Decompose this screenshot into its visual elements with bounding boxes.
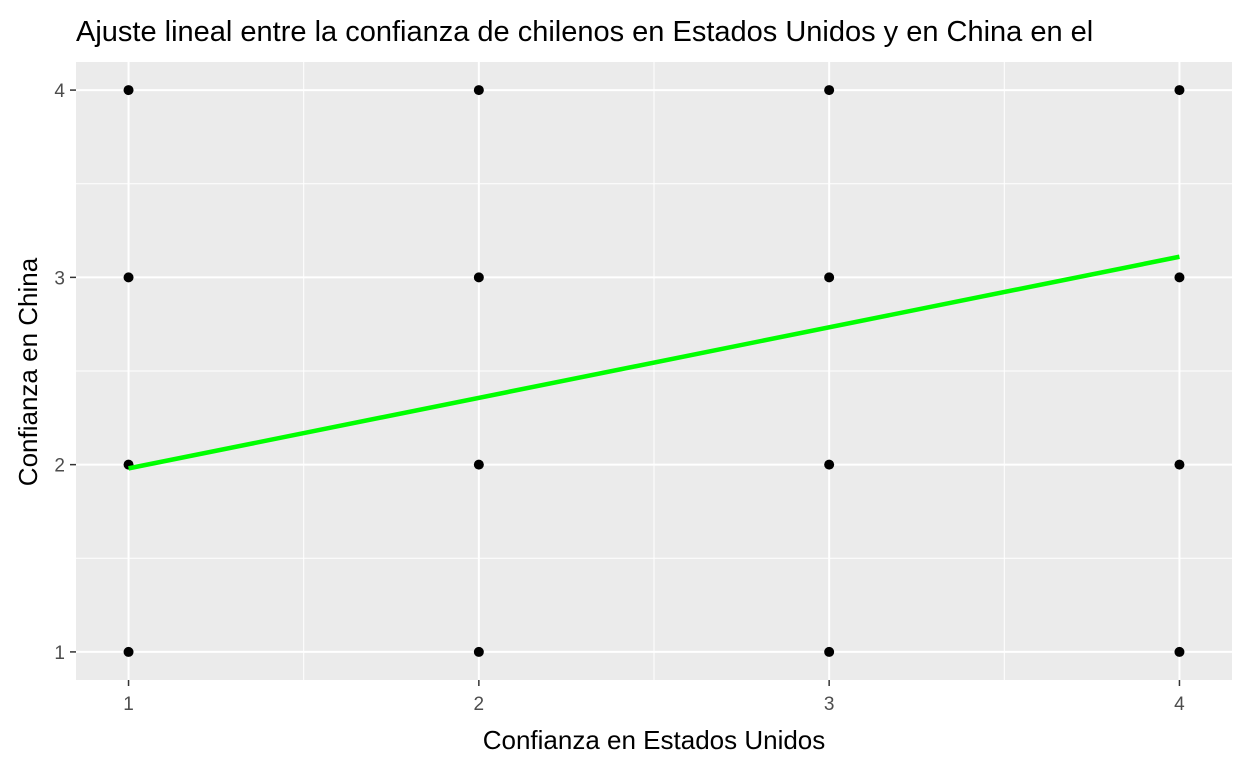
x-tick-label: 4 xyxy=(1174,694,1185,715)
data-point xyxy=(824,646,835,657)
tick-labels: 1 2 3 4 1 2 3 4 xyxy=(54,81,1185,715)
data-point xyxy=(473,646,484,657)
data-point xyxy=(123,272,134,283)
data-point xyxy=(123,85,134,96)
data-points xyxy=(123,85,1185,657)
data-point xyxy=(1174,85,1185,96)
data-point xyxy=(473,272,484,283)
fit-line xyxy=(128,254,1180,471)
data-point xyxy=(1174,272,1185,283)
y-axis-title: Confianza en China xyxy=(13,257,43,486)
x-tick-label: 3 xyxy=(824,694,835,715)
data-point xyxy=(824,459,835,470)
y-tick-label: 1 xyxy=(54,643,65,664)
data-point xyxy=(1174,459,1185,470)
data-point xyxy=(824,272,835,283)
data-point xyxy=(1174,646,1185,657)
x-axis-title: Confianza en Estados Unidos xyxy=(483,725,826,755)
y-tick-label: 3 xyxy=(54,268,65,289)
y-tick-label: 4 xyxy=(54,81,65,102)
data-point xyxy=(824,85,835,96)
data-point xyxy=(473,459,484,470)
y-tick-label: 2 xyxy=(54,456,65,477)
x-tick-label: 1 xyxy=(123,694,134,715)
data-point xyxy=(473,85,484,96)
x-tick-label: 2 xyxy=(474,694,485,715)
grid-lines xyxy=(76,62,1232,680)
fit-line-layer xyxy=(128,254,1180,471)
data-point xyxy=(123,646,134,657)
axis-ticks xyxy=(70,89,1181,686)
chart-title: Ajuste lineal entre la confianza de chil… xyxy=(76,16,1093,48)
